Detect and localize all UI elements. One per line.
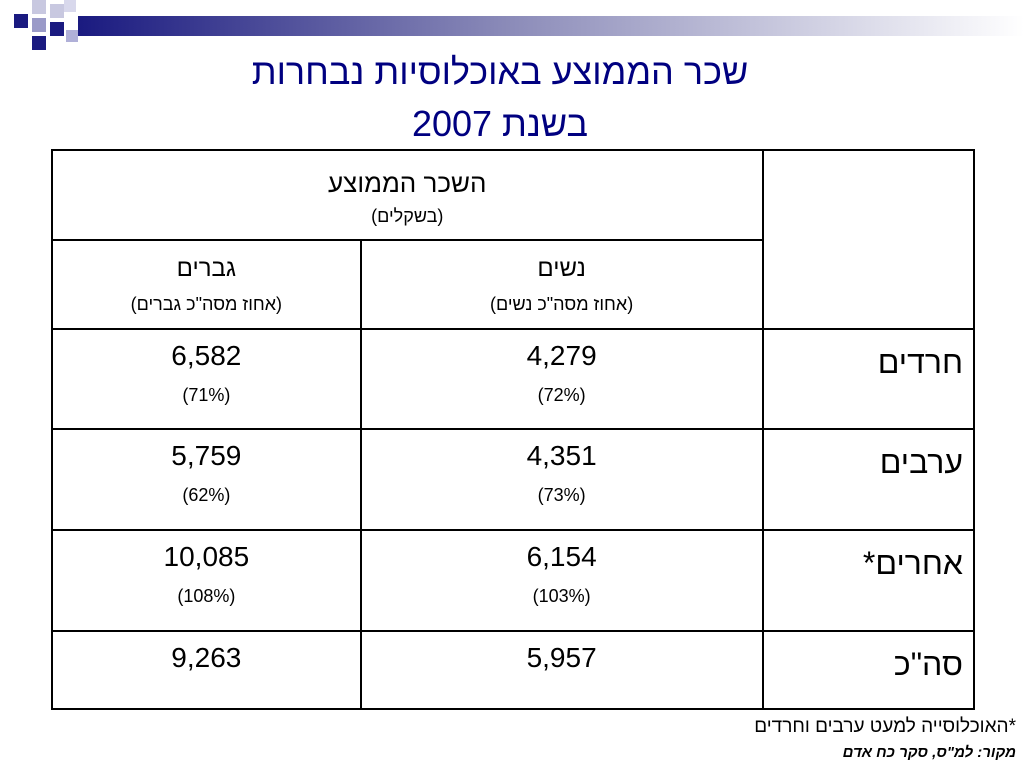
men-value-cell: 5,759 (62%) — [51, 428, 362, 532]
women-value: 4,279 — [526, 339, 597, 371]
men-value: 9,263 — [171, 641, 242, 673]
men-value-cell: 9,263 — [51, 629, 362, 711]
men-percent: (71%) — [182, 384, 231, 405]
salary-table: השכר הממוצע (בשקלים) נשים (אחוז מסה"כ נש… — [51, 148, 976, 711]
women-percent: (72%) — [537, 384, 586, 405]
header-sub: (בשקלים) — [371, 206, 444, 226]
table-header-row: השכר הממוצע (בשקלים) — [51, 148, 976, 330]
title-line-2: בשנת 2007 — [411, 103, 589, 144]
men-value-cell: 10,085 (108%) — [51, 529, 362, 632]
men-percent: (62%) — [182, 485, 231, 506]
women-value-cell: 4,351 (73%) — [359, 428, 764, 532]
women-value-cell: 5,957 — [359, 629, 764, 711]
men-value: 10,085 — [163, 541, 250, 573]
women-value-cell: 4,279 (72%) — [359, 327, 764, 431]
women-header-sub: (אחוז מסה"כ נשים) — [490, 294, 634, 315]
empty-corner-cell — [761, 149, 976, 330]
men-header-label: גברים — [176, 255, 237, 283]
men-percent: (108%) — [177, 586, 236, 607]
row-label: סה"כ — [761, 629, 976, 711]
women-percent: (103%) — [532, 586, 591, 607]
women-header-label: נשים — [537, 255, 586, 283]
row-label: אחרים* — [761, 529, 976, 632]
men-value: 5,759 — [171, 440, 242, 472]
row-label: חרדים — [761, 327, 976, 431]
header-main: השכר הממוצע — [328, 168, 487, 198]
table-row: חרדים 4,279 (72%) 6,582 (71%) — [51, 327, 976, 431]
women-value: 5,957 — [526, 641, 597, 673]
table-subheader-row: נשים (אחוז מסה"כ נשים) גברים (אחוז מסה"כ… — [51, 239, 974, 330]
slide-title: שכר הממוצע באוכלוסיות נבחרות בשנת 2007 — [100, 46, 900, 150]
source-note: מקור: למ"ס, סקר כח אדם — [842, 744, 1016, 761]
women-value-cell: 6,154 (103%) — [359, 529, 764, 632]
women-percent: (73%) — [537, 485, 586, 506]
row-label: ערבים — [761, 428, 976, 532]
women-header: נשים (אחוז מסה"כ נשים) — [359, 239, 764, 330]
women-value: 4,351 — [526, 440, 597, 472]
table-row: ערבים 4,351 (73%) 5,759 (62%) — [51, 428, 976, 532]
table-total-row: סה"כ 5,957 9,263 — [51, 629, 976, 711]
table-row: אחרים* 6,154 (103%) 10,085 (108%) — [51, 529, 976, 632]
average-salary-header: השכר הממוצע (בשקלים) — [51, 148, 764, 242]
corner-decoration — [14, 0, 1024, 50]
men-header-sub: (אחוז מסה"כ גברים) — [130, 294, 283, 315]
men-value: 6,582 — [171, 339, 242, 371]
footnote: *האוכלוסייה למעט ערבים וחרדים — [754, 716, 1016, 737]
men-header: גברים (אחוז מסה"כ גברים) — [51, 239, 362, 330]
men-value-cell: 6,582 (71%) — [51, 327, 362, 431]
title-line-1: שכר הממוצע באוכלוסיות נבחרות — [251, 51, 749, 92]
women-value: 6,154 — [526, 541, 597, 573]
